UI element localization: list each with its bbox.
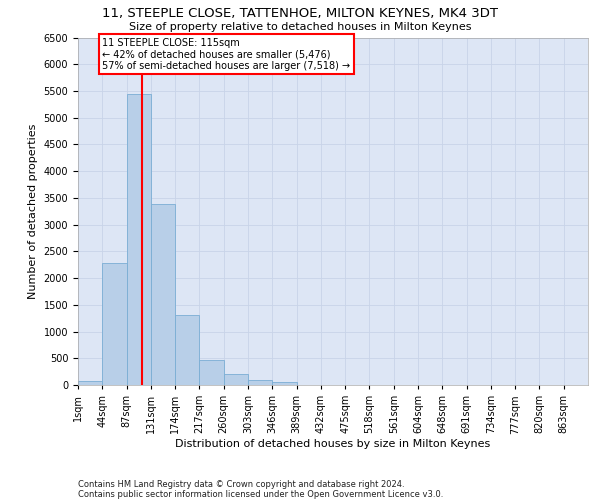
Text: Contains public sector information licensed under the Open Government Licence v3: Contains public sector information licen… [78,490,443,499]
Bar [175,315,199,385]
Bar [199,360,224,385]
Text: 11, STEEPLE CLOSE, TATTENHOE, MILTON KEYNES, MK4 3DT: 11, STEEPLE CLOSE, TATTENHOE, MILTON KEY… [102,8,498,20]
Y-axis label: Number of detached properties: Number of detached properties [28,124,38,299]
Bar [224,374,248,385]
Bar [102,263,127,385]
Text: Size of property relative to detached houses in Milton Keynes: Size of property relative to detached ho… [129,22,471,32]
Bar [127,94,151,385]
Bar [272,382,296,385]
Bar [151,204,175,385]
X-axis label: Distribution of detached houses by size in Milton Keynes: Distribution of detached houses by size … [175,439,491,449]
Text: 11 STEEPLE CLOSE: 115sqm
← 42% of detached houses are smaller (5,476)
57% of sem: 11 STEEPLE CLOSE: 115sqm ← 42% of detach… [102,38,350,70]
Bar [78,382,102,385]
Bar [248,380,272,385]
Text: Contains HM Land Registry data © Crown copyright and database right 2024.: Contains HM Land Registry data © Crown c… [78,480,404,489]
